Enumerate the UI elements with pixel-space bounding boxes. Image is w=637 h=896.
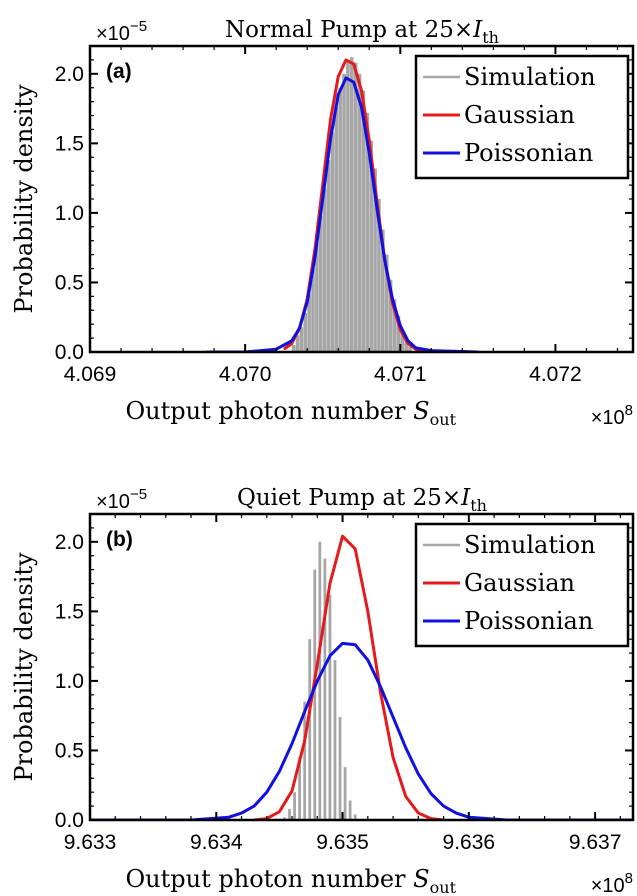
x-multiplier: ×108 (591, 870, 633, 896)
histogram-bar (396, 315, 401, 352)
histogram-bar (338, 717, 342, 820)
histogram-bar (400, 329, 405, 352)
histogram-bar (381, 229, 385, 352)
histogram-bar (318, 215, 323, 352)
y-axis-label: Probability density (10, 552, 38, 782)
histogram-bar (313, 569, 317, 820)
legend-entry: Simulation (464, 531, 596, 559)
x-tick-label: 9.633 (64, 831, 117, 854)
histogram-bar (334, 107, 339, 352)
histogram-bar (343, 767, 347, 820)
poissonian-curve (90, 641, 633, 820)
histogram-bar (384, 254, 389, 352)
histogram-bar (322, 187, 327, 352)
histogram-bar (323, 558, 327, 820)
legend-entry: Gaussian (464, 101, 575, 129)
histogram-bar (330, 132, 335, 352)
histogram-bar (361, 90, 366, 352)
y-tick-label: 1.5 (55, 132, 84, 155)
histogram-bar (318, 541, 322, 820)
histogram-bar (408, 346, 412, 352)
histogram-bar (307, 293, 311, 352)
histogram-bar (293, 792, 296, 820)
x-tick-label: 9.636 (443, 831, 496, 854)
histogram-bar (315, 243, 319, 352)
histogram-bar (333, 660, 337, 820)
legend: Simulation Gaussian Poissonian (414, 54, 630, 180)
histogram-bar (388, 279, 393, 352)
histogram-bar (357, 73, 362, 352)
legend: Simulation Gaussian Poissonian (414, 522, 630, 648)
histogram-bar (291, 345, 296, 352)
panel-label: (b) (106, 528, 133, 551)
x-tick-label: 9.635 (316, 831, 369, 854)
histogram-bar (298, 757, 302, 820)
histogram-bar (353, 814, 357, 820)
histogram-bar (404, 339, 408, 352)
histogram-bar (288, 808, 291, 820)
histogram-bar (295, 335, 300, 352)
x-axis-label: Output photon number Sout (126, 865, 457, 896)
histogram-bar (373, 168, 377, 352)
legend-entry: Gaussian (464, 569, 575, 597)
y-tick-label: 0.5 (55, 271, 84, 294)
y-tick-label: 1.5 (55, 600, 84, 623)
y-multiplier: ×10−5 (96, 486, 147, 513)
x-axis-label: Output photon number Sout (126, 397, 457, 429)
x-tick-label: 4.071 (374, 363, 427, 386)
histogram-bar (342, 73, 346, 352)
y-axis-label: Probability density (10, 84, 38, 314)
histogram-bar (303, 313, 308, 352)
x-tick-label: 4.070 (219, 363, 272, 386)
x-tick-label: 4.069 (64, 363, 117, 386)
panel-1: 9.633 9.634 9.635 9.636 9.637 0.0 0.5 1.0 1.5 2.0… (10, 485, 635, 896)
histogram-bar (308, 639, 312, 820)
poissonian-curve (206, 76, 478, 352)
histogram-bar (392, 299, 397, 352)
y-multiplier: ×10−5 (96, 18, 147, 45)
data-layer (90, 534, 633, 820)
histogram-bar (353, 62, 358, 352)
panel-label: (a) (106, 60, 132, 83)
chart-title: Normal Pump at 25×Ith (225, 17, 499, 47)
x-tick-label: 9.634 (190, 831, 243, 854)
histogram-bar (303, 701, 307, 820)
y-tick-label: 0.0 (55, 809, 84, 832)
histogram-bar (346, 59, 350, 352)
y-tick-label: 2.0 (55, 63, 84, 86)
y-tick-label: 1.0 (55, 670, 84, 693)
histogram-bar (338, 87, 342, 352)
y-tick-label: 0.0 (55, 341, 84, 364)
y-tick-label: 0.5 (55, 739, 84, 762)
histogram-bar (365, 112, 370, 352)
chart-title: Quiet Pump at 25×Ith (237, 485, 487, 515)
x-tick-label: 9.637 (569, 831, 622, 854)
legend-entry: Poissonian (464, 139, 593, 167)
histogram-bar (311, 268, 315, 352)
histogram-bar (369, 140, 373, 352)
x-tick-label: 4.072 (529, 363, 582, 386)
histogram-bar (328, 594, 332, 820)
y-tick-label: 1.0 (55, 202, 84, 225)
histogram-bar (283, 817, 286, 820)
histogram-bar (377, 199, 381, 352)
histogram-bar (299, 326, 304, 352)
x-multiplier: ×108 (591, 402, 633, 429)
histogram-bar (348, 800, 352, 820)
y-tick-label: 2.0 (55, 531, 84, 554)
histogram-bar (350, 57, 354, 352)
legend-entry: Poissonian (464, 607, 593, 635)
legend-entry: Simulation (464, 63, 596, 91)
data-layer (206, 57, 478, 352)
histogram-bar (326, 160, 331, 352)
panel-0: 4.069 4.070 4.071 4.072 0.0 0.5 1.0 1.5 2.0 ×10−5… (10, 17, 635, 429)
gaussian-curve (253, 534, 444, 820)
